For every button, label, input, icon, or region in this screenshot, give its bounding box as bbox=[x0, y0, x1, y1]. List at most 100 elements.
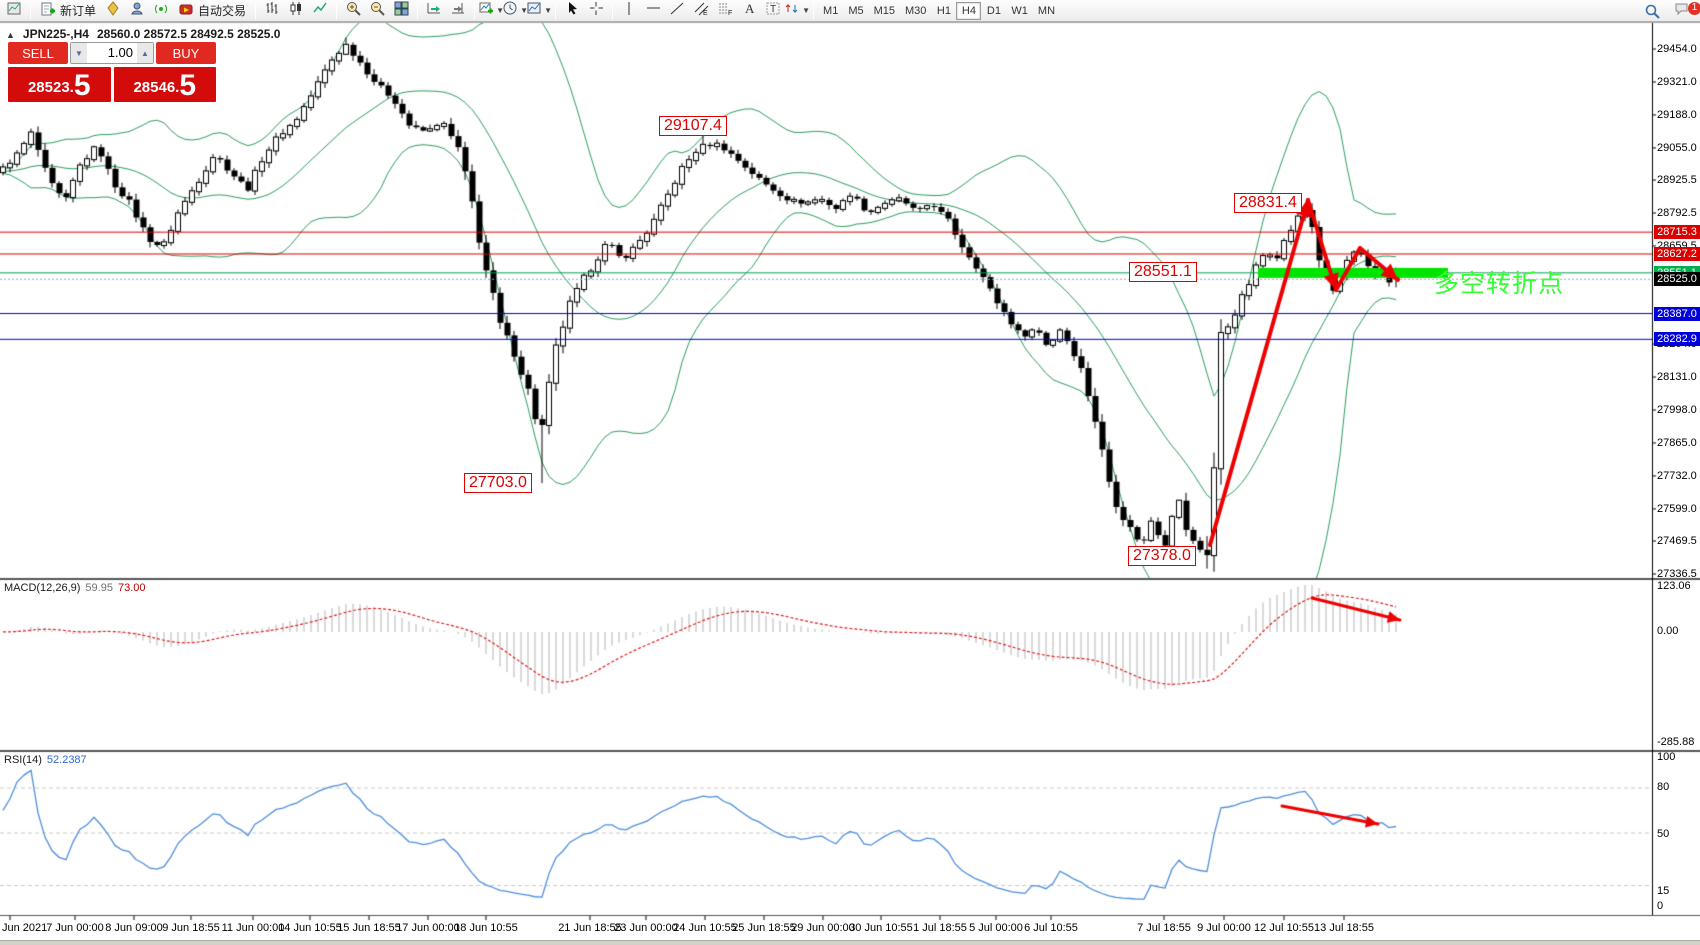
text-icon[interactable]: A bbox=[737, 1, 761, 21]
time-axis-label: 29 Jun 00:00 bbox=[791, 922, 855, 934]
macd-scale-label: 123.06 bbox=[1657, 580, 1691, 592]
templates-icon[interactable]: ▼ bbox=[527, 1, 552, 21]
auto-scroll-icon bbox=[426, 0, 443, 22]
price-callout-label-27703.0[interactable]: 27703.0 bbox=[464, 473, 532, 493]
horizontal-line-icon bbox=[645, 0, 662, 22]
cursor-icon bbox=[564, 0, 581, 22]
horizontal-line-icon[interactable] bbox=[641, 1, 665, 21]
timeframe-button-mn[interactable]: MN bbox=[1037, 4, 1056, 17]
macd-scale-label: -285.88 bbox=[1657, 736, 1695, 748]
crosshair-icon[interactable] bbox=[584, 1, 608, 21]
price-axis-tick: 27336.5 bbox=[1657, 568, 1697, 580]
price-callout-label-29107.4[interactable]: 29107.4 bbox=[659, 116, 727, 136]
timeframe-button-h4[interactable]: H4 bbox=[956, 1, 982, 20]
time-axis-label: 11 Jun 00:00 bbox=[221, 922, 285, 934]
cursor-icon[interactable] bbox=[560, 1, 584, 21]
time-axis-label: 17 Jun 00:00 bbox=[396, 922, 460, 934]
time-axis-label: 6 Jul 10:55 bbox=[1024, 922, 1078, 934]
toolbar-separator bbox=[555, 2, 557, 19]
macd-scale-label: 0.00 bbox=[1657, 625, 1679, 637]
tile-windows-icon[interactable] bbox=[389, 1, 413, 21]
price-axis-tick: 29321.0 bbox=[1657, 75, 1697, 88]
trendline-icon[interactable] bbox=[665, 1, 689, 21]
time-axis-label: 12 Jul 10:55 bbox=[1254, 922, 1314, 934]
candlestick-style-icon[interactable] bbox=[284, 1, 308, 21]
time-axis-label: 25 Jun 18:55 bbox=[732, 922, 796, 934]
timeframe-button-m5[interactable]: M5 bbox=[848, 4, 864, 17]
one-click-trading-panel: SELL ▼ 1.00 ▲ BUY 28523. 5 28546. 5 bbox=[8, 42, 216, 102]
sell-button[interactable]: SELL bbox=[8, 42, 68, 64]
buy-button[interactable]: BUY bbox=[156, 42, 216, 64]
arrows-icon[interactable]: ▼ bbox=[785, 1, 810, 21]
price-callout-label-28831.4[interactable]: 28831.4 bbox=[1234, 193, 1302, 213]
time-axis-label: 18 Jun 10:55 bbox=[454, 922, 518, 934]
volume-decrease-button[interactable]: ▼ bbox=[71, 43, 87, 63]
text-label-icon[interactable]: T bbox=[761, 1, 785, 21]
profiles-clock-icon[interactable]: ▼ bbox=[502, 0, 528, 22]
toolbar-separator bbox=[813, 2, 815, 19]
chart-shift-icon[interactable] bbox=[446, 1, 470, 21]
expert-advisors-icon[interactable] bbox=[125, 1, 149, 21]
fibonacci-icon[interactable]: F bbox=[713, 1, 737, 21]
timeframe-button-h1[interactable]: H1 bbox=[936, 4, 951, 17]
signals-icon[interactable] bbox=[149, 1, 173, 21]
zoom-in-icon bbox=[345, 0, 362, 22]
sell-price-button[interactable]: 28523. 5 bbox=[8, 67, 111, 102]
price-axis-badge-28282.9: 28282.9 bbox=[1654, 332, 1700, 347]
text-icon: A bbox=[741, 0, 758, 22]
bar-chart-style-icon[interactable] bbox=[260, 1, 284, 21]
rsi-scale-label: 15 bbox=[1657, 885, 1670, 897]
search-icon[interactable] bbox=[1640, 1, 1664, 21]
rsi-value: 52.2387 bbox=[46, 754, 87, 766]
main-toolbar: 新订单 自动交易 ▼ ▼ ▼ E F A T ▼ M1 M5 M15 M30 H1 H4 D1 W1 MN 1 bbox=[0, 0, 1700, 22]
price-axis-badge-28525.0: 28525.0 bbox=[1654, 272, 1700, 287]
collapse-panel-icon[interactable]: ▲ bbox=[6, 30, 15, 40]
vertical-line-icon[interactable] bbox=[617, 1, 641, 21]
equidistant-channel-icon[interactable]: E bbox=[689, 1, 713, 21]
time-axis-label: 7 Jul 18:55 bbox=[1137, 922, 1191, 934]
market-watch-icon[interactable] bbox=[2, 1, 26, 21]
price-axis-tick: 27469.5 bbox=[1657, 535, 1697, 548]
volume-stepper: ▼ 1.00 ▲ bbox=[70, 42, 154, 64]
timeframe-button-m30[interactable]: M30 bbox=[905, 4, 927, 17]
toolbar-right-group: 1 bbox=[1640, 0, 1700, 22]
vertical-line-icon bbox=[621, 0, 638, 22]
zoom-out-icon bbox=[369, 0, 386, 22]
notifications-icon[interactable]: 1 bbox=[1670, 1, 1700, 21]
autotrade-button[interactable]: 自动交易 bbox=[173, 1, 251, 21]
price-callout-label-28551.1[interactable]: 28551.1 bbox=[1129, 262, 1197, 282]
price-axis-badge-28627.2: 28627.2 bbox=[1654, 246, 1700, 261]
trendline-icon bbox=[669, 0, 686, 22]
new-chart-icon[interactable]: ▼ bbox=[479, 1, 504, 21]
auto-scroll-icon[interactable] bbox=[422, 1, 446, 21]
timeframe-button-m1[interactable]: M1 bbox=[823, 4, 839, 17]
zoom-in-icon[interactable] bbox=[341, 1, 365, 21]
new-order-icon bbox=[40, 1, 57, 21]
trend-turning-point-note[interactable]: 多空转折点 bbox=[1434, 270, 1565, 298]
volume-increase-button[interactable]: ▲ bbox=[137, 43, 153, 63]
line-chart-style-icon[interactable] bbox=[308, 1, 332, 21]
indicator-add-icon[interactable] bbox=[101, 0, 125, 21]
timeframe-button-d1[interactable]: D1 bbox=[986, 4, 1001, 17]
buy-price-button[interactable]: 28546. 5 bbox=[113, 67, 216, 102]
rsi-scale-label: 100 bbox=[1657, 751, 1676, 763]
signals-icon bbox=[153, 0, 170, 22]
timeframe-button-m15[interactable]: M15 bbox=[873, 4, 895, 17]
price-callout-label-27378.0[interactable]: 27378.0 bbox=[1128, 546, 1196, 566]
toolbar-separator bbox=[336, 2, 338, 19]
toolbar-separator bbox=[612, 2, 614, 19]
new-order-button[interactable]: 新订单 bbox=[35, 1, 101, 21]
time-axis-label: Jun 2021 bbox=[2, 922, 48, 934]
chart-symbol-period: JPN225-,H4 bbox=[22, 27, 89, 41]
time-axis-label: 23 Jun 00:00 bbox=[614, 922, 678, 934]
chart-ohlc-values: 28560.0 28572.5 28492.5 28525.0 bbox=[96, 27, 281, 41]
volume-value[interactable]: 1.00 bbox=[107, 45, 133, 60]
crosshair-icon bbox=[588, 0, 605, 22]
rsi-scale-label: 50 bbox=[1657, 828, 1670, 840]
zoom-out-icon[interactable] bbox=[365, 1, 389, 21]
price-axis-badge-28715.3: 28715.3 bbox=[1654, 225, 1700, 240]
profiles-clock-icon bbox=[502, 0, 519, 22]
timeframe-button-w1[interactable]: W1 bbox=[1011, 4, 1028, 17]
